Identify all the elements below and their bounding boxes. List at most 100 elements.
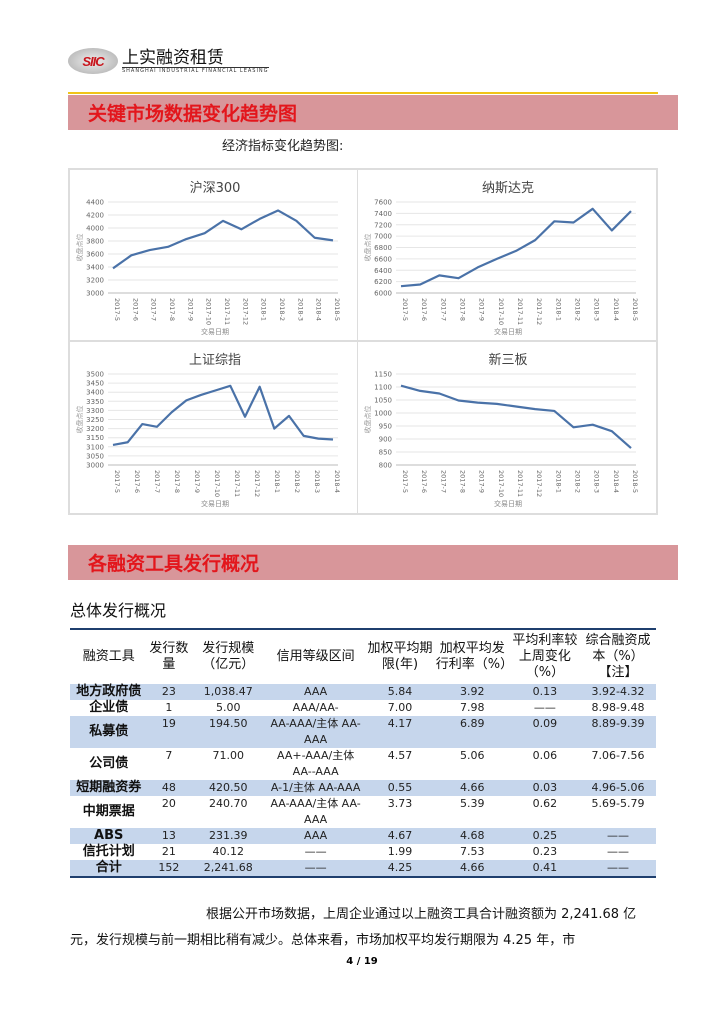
- table-cell: AAA: [266, 684, 366, 700]
- table-cell: 7.98: [460, 701, 485, 714]
- table-cell: 6.89: [434, 716, 510, 748]
- y-axis-label: 收盘点位: [363, 234, 372, 262]
- section-banner-financing-tools: 各融资工具发行概况: [68, 545, 678, 580]
- row-label: 私募债: [70, 716, 148, 748]
- x-tick-label: 2018-5: [631, 470, 639, 493]
- x-tick-label: 2017-9: [186, 298, 194, 321]
- table-cell: 71.00: [212, 749, 244, 762]
- y-tick-label: 6400: [374, 267, 392, 275]
- column-header: 综合融资成本（%）【注】: [585, 633, 651, 680]
- x-tick-label: 2018-3: [296, 298, 304, 321]
- table-row: 地方政府债 23 1,038.47 AAA 5.84 3.92 0.13 3.92-4.32: [70, 684, 656, 700]
- table-cell: 21: [161, 845, 176, 858]
- summary-paragraph: 根据公开市场数据，上周企业通过以上融资工具合计融资额为 2,241.68 亿元，…: [70, 907, 637, 948]
- table-cell: 8.89-9.39: [580, 716, 656, 748]
- table-cell: 5.69-5.79: [591, 797, 645, 810]
- column-header: 融资工具: [82, 649, 135, 664]
- y-tick-label: 3400: [86, 264, 104, 272]
- table-cell: 5.39: [460, 797, 485, 810]
- x-tick-label: 2018-3: [593, 298, 601, 321]
- chart-nasdaq: 纳斯达克 6000 6200 6400 6600 6800 7000 7200 7400 7600…: [357, 169, 657, 341]
- table-cell: 4.96-5.06: [580, 780, 656, 796]
- column-header: 加权平均期限(年): [367, 641, 433, 672]
- x-tick-label: 2017-9: [193, 470, 201, 493]
- y-tick-label: 3350: [86, 398, 104, 406]
- table-cell: 48: [147, 780, 191, 796]
- table-cell: 152: [147, 860, 191, 877]
- y-tick-label: 3000: [86, 290, 104, 298]
- x-tick-label: 2018-2: [574, 298, 582, 321]
- y-tick-label: 1000: [374, 410, 392, 418]
- table-cell: 240.70: [208, 797, 248, 810]
- table-row: ABS 13 231.39 AAA 4.67 4.68 0.25 ——: [70, 828, 656, 844]
- table-cell: 23: [147, 684, 191, 700]
- table-cell: 0.41: [509, 860, 581, 877]
- x-tick-label: 2018-3: [313, 470, 321, 493]
- y-tick-label: 1050: [374, 397, 392, 405]
- x-tick-label: 2017-5: [401, 298, 409, 321]
- x-tick-label: 2018-2: [574, 470, 582, 493]
- y-tick-label: 3250: [86, 416, 104, 424]
- x-tick-label: 2017-6: [420, 470, 428, 493]
- x-tick-label: 2018-1: [273, 470, 281, 493]
- table-cell: 1.99: [387, 845, 413, 858]
- table-cell: 231.39: [190, 828, 267, 844]
- x-tick-label: 2018-1: [554, 298, 562, 321]
- table-cell: 5.06: [460, 749, 485, 762]
- row-label: 中期票据: [82, 804, 135, 819]
- y-tick-label: 3050: [86, 452, 104, 460]
- x-tick-label: 2018-5: [333, 298, 341, 321]
- x-tick-label: 2018-4: [333, 470, 341, 493]
- table-cell: 4.25: [365, 860, 435, 877]
- x-tick-label: 2017-10: [497, 298, 505, 325]
- x-tick-label: 2018-3: [593, 470, 601, 493]
- table-cell: 3.73: [387, 797, 413, 810]
- chart-title: 纳斯达克: [482, 181, 534, 196]
- y-tick-label: 850: [379, 449, 392, 457]
- column-header: 加权平均发行利率（%）: [435, 641, 514, 672]
- x-tick-label: 2018-4: [612, 298, 620, 321]
- table-row: 公司债 7 71.00 AA+-AAA/主体 AA--AAA 4.57 5.06 0.06 7…: [70, 748, 656, 780]
- x-tick-label: 2017-6: [133, 470, 141, 493]
- x-tick-label: 2017-11: [233, 470, 241, 497]
- column-header: 平均利率较上周变化（%）: [512, 633, 578, 680]
- table-cell: AAA: [266, 828, 366, 844]
- logo-mark: SIIC: [68, 48, 118, 74]
- x-tick-label: 2017-8: [168, 298, 176, 321]
- y-axis-label: 收盘点位: [363, 406, 372, 434]
- table-cell: 7: [165, 749, 173, 762]
- table-cell: 0.55: [365, 780, 435, 796]
- table-cell: AAA/AA-: [292, 701, 339, 714]
- row-label: 合计: [70, 860, 148, 877]
- x-tick-label: 2017-6: [131, 298, 139, 321]
- x-tick-label: 2017-7: [439, 470, 447, 493]
- x-tick-label: 2017-12: [241, 298, 249, 325]
- row-label: 公司债: [89, 756, 129, 771]
- table-cell: 0.62: [532, 797, 558, 810]
- y-tick-label: 6800: [374, 244, 392, 252]
- chart-neeq: 新三板 800 850 900 950 1000 1050 1100 1150 收盘点位 2017-…: [357, 341, 657, 514]
- x-tick-label: 2017-12: [535, 470, 543, 497]
- section-title: 关键市场数据变化趋势图: [88, 103, 298, 125]
- table-cell: AA+-AAA/主体 AA--AAA: [277, 749, 355, 778]
- column-header: 发行数量: [149, 641, 189, 672]
- x-tick-label: 2017-7: [150, 298, 158, 321]
- x-tick-label: 2017-11: [223, 298, 231, 325]
- table-cell: 1,038.47: [190, 684, 267, 700]
- table-row: 中期票据 20 240.70 AA-AAA/主体 AA-AAA 3.73 5.39 0.62…: [70, 796, 656, 828]
- series-line: [112, 384, 334, 447]
- table-row: 合计 152 2,241.68 —— 4.25 4.66 0.41 ——: [70, 860, 656, 877]
- table-cell: 20: [161, 797, 176, 810]
- y-tick-label: 1100: [374, 384, 392, 392]
- chart-title: 新三板: [488, 352, 527, 368]
- table-cell: 19: [147, 716, 191, 748]
- chart-title: 沪深300: [190, 180, 241, 196]
- table-cell: 3.92-4.32: [580, 684, 656, 700]
- y-tick-label: 950: [379, 423, 392, 431]
- table-row: 私募债 19 194.50 AA-AAA/主体 AA-AAA 4.17 6.89 0.09 8…: [70, 716, 656, 748]
- x-axis-label: 交易日期: [201, 499, 229, 508]
- y-tick-label: 7000: [374, 233, 392, 241]
- table-cell: 194.50: [190, 716, 267, 748]
- x-tick-label: 2017-8: [459, 470, 467, 493]
- table-row: 企业债 1 5.00 AAA/AA- 7.00 7.98 —— 8.98-9.48: [70, 700, 656, 716]
